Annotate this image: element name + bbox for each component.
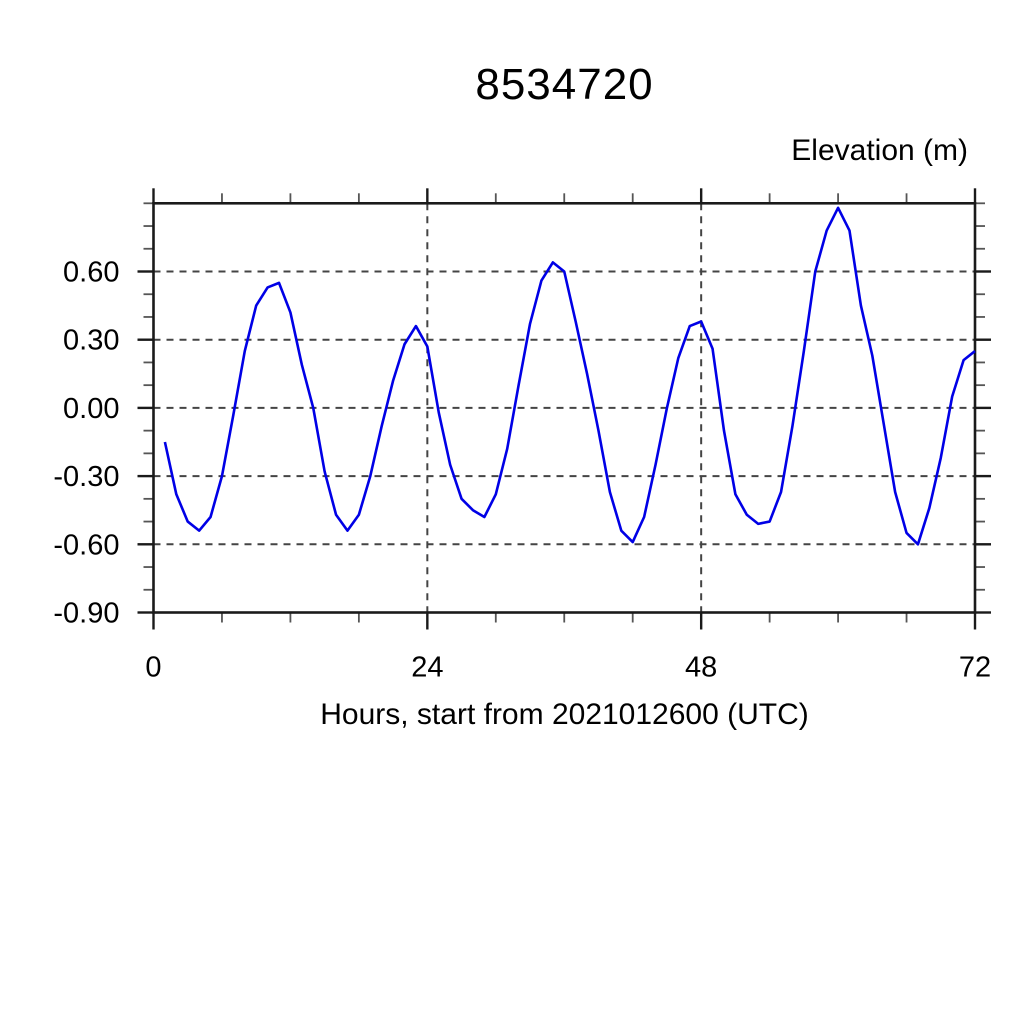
y-tick-label: -0.90 <box>53 598 119 630</box>
chart-title: 8534720 <box>475 60 654 109</box>
x-tick-label: 48 <box>685 652 717 684</box>
y-tick-label: 0.30 <box>63 325 119 357</box>
y-tick-label: -0.60 <box>53 529 119 561</box>
tide-curve <box>163 206 976 546</box>
x-tick-label: 24 <box>411 652 443 684</box>
x-tick-label: 0 <box>145 652 161 684</box>
y-axis-title: Elevation (m) <box>791 134 968 167</box>
x-tick-label: 72 <box>959 652 991 684</box>
plot-frame <box>152 202 977 614</box>
y-tick-label: -0.30 <box>53 461 119 493</box>
x-axis-title: Hours, start from 2021012600 (UTC) <box>320 698 809 731</box>
y-tick-label: 0.60 <box>63 257 119 289</box>
y-tick-label: 0.00 <box>63 393 119 425</box>
